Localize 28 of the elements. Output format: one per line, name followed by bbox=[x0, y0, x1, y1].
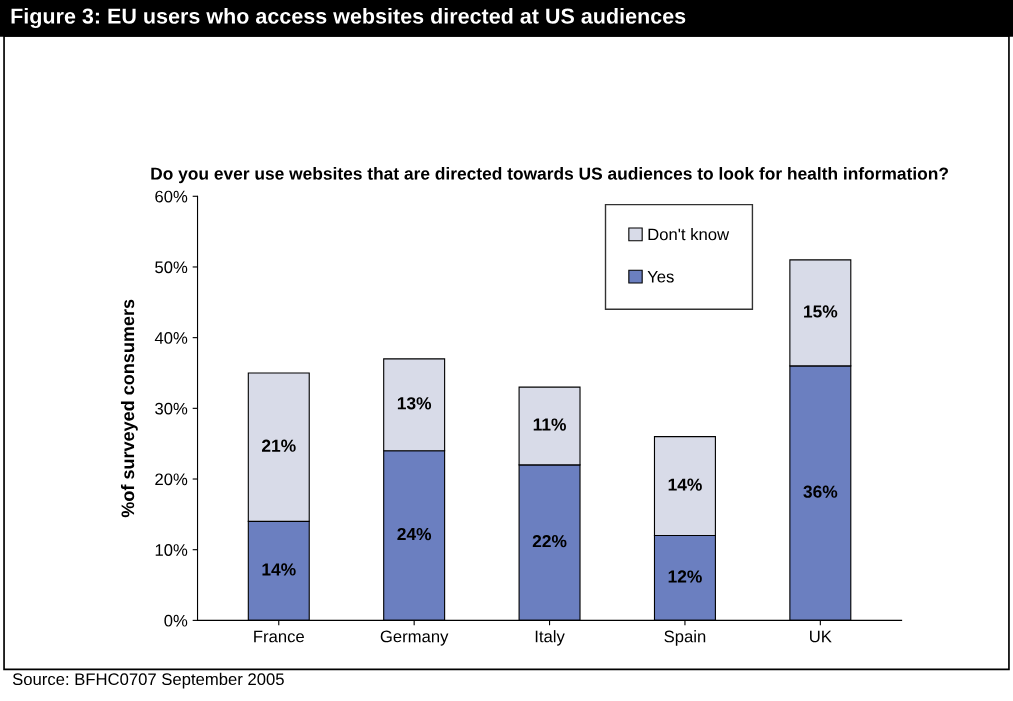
data-label: 14% bbox=[668, 478, 702, 491]
chart-title: Figure 3: EU users who access websites directed at US audiences bbox=[11, 7, 686, 29]
x-tick-label: Germany bbox=[380, 630, 449, 646]
data-label: 21% bbox=[262, 439, 296, 452]
y-tick-label: 30% bbox=[155, 402, 188, 415]
y-tick-label: 60% bbox=[155, 190, 188, 203]
data-label: 36% bbox=[803, 485, 838, 498]
data-label: 14% bbox=[262, 563, 296, 576]
y-tick-label: 0% bbox=[164, 614, 188, 627]
data-label: 24% bbox=[397, 527, 432, 541]
x-tick-label: France bbox=[254, 630, 304, 643]
data-label: 12% bbox=[668, 570, 702, 583]
x-tick-label: Spain bbox=[664, 630, 706, 646]
y-tick-label: 40% bbox=[154, 332, 188, 344]
y-tick-label: 10% bbox=[155, 544, 188, 556]
legend-label: Yes bbox=[647, 270, 674, 283]
data-label: 22% bbox=[532, 535, 567, 548]
y-tick-label: 20% bbox=[155, 473, 188, 486]
y-tick-label: 50% bbox=[155, 261, 188, 274]
chart-subtitle: Do you ever use websites that are directed towards US audiences to look for health information? bbox=[151, 167, 948, 184]
data-label: 15% bbox=[804, 305, 838, 318]
y-axis-title: %of surveyed consumers bbox=[120, 299, 138, 518]
data-label: 13% bbox=[397, 397, 432, 410]
data-label: 11% bbox=[533, 418, 566, 431]
source-note: Source: BFHC0707 September 2005 bbox=[12, 672, 284, 689]
x-tick-label: Italy bbox=[535, 630, 565, 646]
x-tick-label: UK bbox=[810, 630, 832, 643]
legend-label: Don't know bbox=[648, 228, 730, 241]
